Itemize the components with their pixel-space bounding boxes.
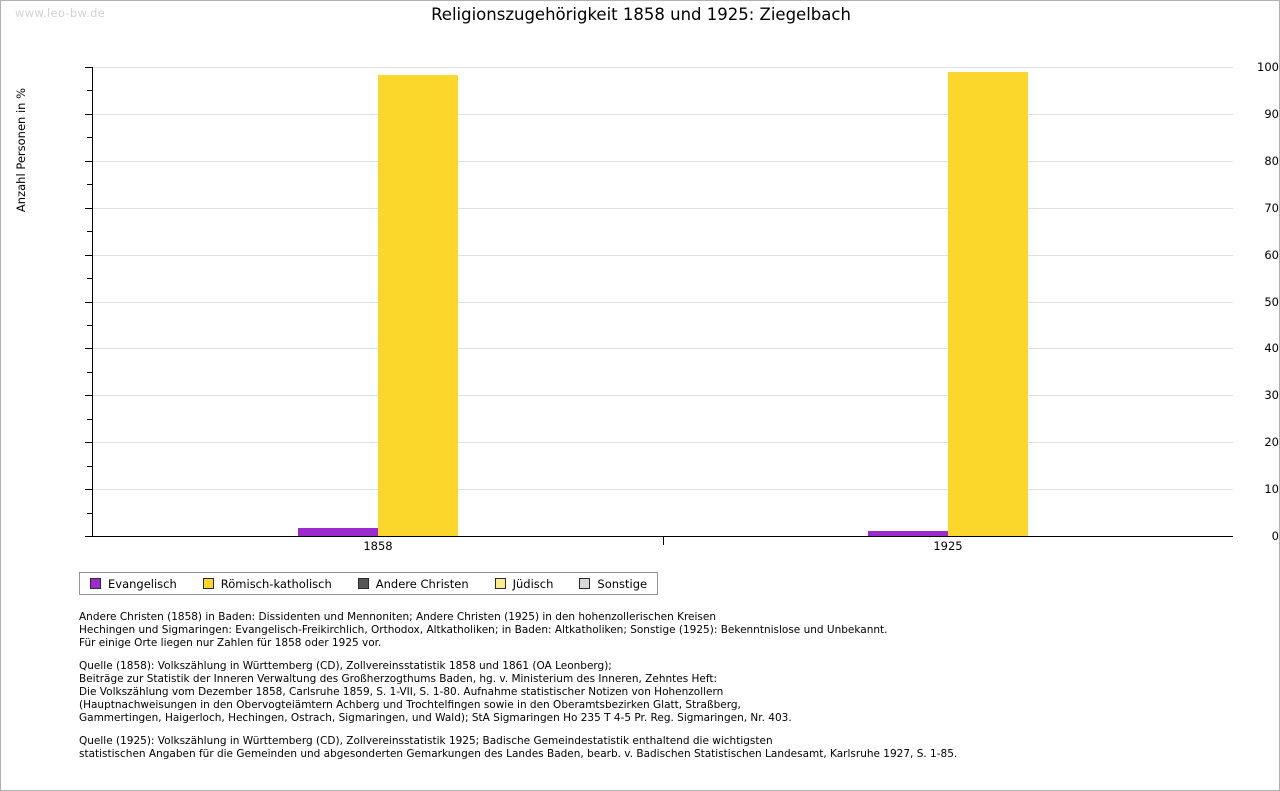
y-tick-major xyxy=(85,395,92,397)
bar xyxy=(868,530,948,536)
legend-item[interactable]: Römisch-katholisch xyxy=(202,576,332,591)
y-tick-major xyxy=(85,536,92,537)
x-tick-label: 1858 xyxy=(363,539,393,553)
y-tick-major xyxy=(85,442,92,444)
gridline xyxy=(93,67,1233,68)
footnote-block: Quelle (1858): Volkszählung in Württembe… xyxy=(79,660,1209,724)
legend-item[interactable]: Sonstige xyxy=(579,577,647,591)
y-tick-label: 90 xyxy=(1264,106,1279,121)
y-tick-label: 10 xyxy=(1264,482,1279,497)
legend-label: Sonstige xyxy=(597,576,648,591)
y-tick-minor xyxy=(87,184,92,186)
x-axis-line xyxy=(92,536,1233,538)
y-tick-label: 30 xyxy=(1264,388,1279,403)
bar xyxy=(378,74,458,536)
footnote-line: Quelle (1925): Volkszählung in Württembe… xyxy=(79,735,773,748)
y-tick-minor xyxy=(87,371,92,373)
footnote-line: Für einige Orte liegen nur Zahlen für 18… xyxy=(79,636,382,649)
y-tick-major xyxy=(85,348,92,350)
y-tick-major xyxy=(85,301,92,303)
gridline xyxy=(93,160,1233,162)
legend-label: Jüdisch xyxy=(512,576,554,591)
y-tick-label: 80 xyxy=(1264,153,1279,168)
y-tick-minor xyxy=(87,231,92,233)
y-tick-minor xyxy=(87,465,92,467)
legend-swatch-icon xyxy=(494,578,506,589)
gridline xyxy=(93,301,1233,303)
legend-item[interactable]: Andere Christen xyxy=(357,576,469,591)
footnote-line: Beiträge zur Statistik der Inneren Verwa… xyxy=(79,673,718,686)
page-title: Religionszugehörigkeit 1858 und 1925: Zi… xyxy=(431,5,851,24)
gridline xyxy=(93,442,1233,444)
legend-item[interactable]: Evangelisch xyxy=(90,577,177,591)
footnote-block: Andere Christen (1858) in Baden: Disside… xyxy=(79,611,1209,649)
gridline xyxy=(93,254,1233,256)
legend-swatch-icon xyxy=(357,578,369,589)
gridline xyxy=(93,348,1233,350)
gridline xyxy=(93,489,1233,491)
y-tick-label: 50 xyxy=(1264,294,1279,309)
bar xyxy=(948,72,1028,536)
x-category-separator xyxy=(663,537,665,545)
footnotes: Andere Christen (1858) in Baden: Disside… xyxy=(79,611,1209,772)
y-tick-major xyxy=(85,67,92,68)
legend: Evangelisch Römisch-katholisch Andere Chri… xyxy=(79,572,659,595)
footnote-line: (Hauptnachweisungen in den Obervogteiämt… xyxy=(79,698,741,711)
y-axis-line xyxy=(92,67,93,537)
legend-swatch-icon xyxy=(202,578,214,589)
legend-label: Römisch-katholisch xyxy=(220,576,332,591)
y-tick-minor xyxy=(87,137,92,139)
y-axis-title: Anzahl Personen in % xyxy=(14,87,28,213)
y-tick-major xyxy=(85,160,92,162)
y-tick-label: 20 xyxy=(1264,435,1279,450)
y-tick-minor xyxy=(87,278,92,280)
y-tick-major xyxy=(85,489,92,491)
y-tick-minor xyxy=(87,324,92,326)
y-tick-label: 100 xyxy=(1257,60,1279,74)
footnote-line: Hechingen und Sigmaringen: Evangelisch-F… xyxy=(79,623,888,636)
y-tick-major xyxy=(85,113,92,115)
gridline xyxy=(93,113,1233,115)
y-tick-minor xyxy=(87,512,92,514)
y-tick-major xyxy=(85,207,92,209)
x-tick-label: 1925 xyxy=(933,539,963,553)
footnote-line: Andere Christen (1858) in Baden: Disside… xyxy=(79,611,716,623)
legend-label: Andere Christen xyxy=(375,576,469,591)
y-tick-label: 70 xyxy=(1264,200,1279,215)
gridline xyxy=(93,395,1233,397)
bar xyxy=(298,528,378,536)
legend-label: Evangelisch xyxy=(108,576,177,591)
gridline xyxy=(93,207,1233,209)
plot-area xyxy=(93,67,1233,536)
footnote-line: statistischen Angaben für die Gemeinden … xyxy=(79,748,958,761)
y-tick-major xyxy=(85,254,92,256)
y-tick-minor xyxy=(87,90,92,92)
footnote-line: Gammertingen, Haigerloch, Hechingen, Ost… xyxy=(79,711,792,724)
footnote-block: Quelle (1925): Volkszählung in Württembe… xyxy=(79,735,1209,761)
y-tick-label: 0 xyxy=(1271,529,1279,543)
watermark-label: www.leo-bw.de xyxy=(15,6,106,20)
legend-item[interactable]: Jüdisch xyxy=(494,576,554,591)
y-tick-label: 40 xyxy=(1264,341,1279,356)
y-tick-label: 60 xyxy=(1264,247,1279,262)
footnote-line: Die Volkszählung vom Dezember 1858, Carl… xyxy=(79,685,724,698)
legend-swatch-icon xyxy=(579,578,591,589)
footnote-line: Quelle (1858): Volkszählung in Württembe… xyxy=(79,660,612,673)
y-tick-minor xyxy=(87,418,92,420)
legend-swatch-icon xyxy=(90,578,101,589)
